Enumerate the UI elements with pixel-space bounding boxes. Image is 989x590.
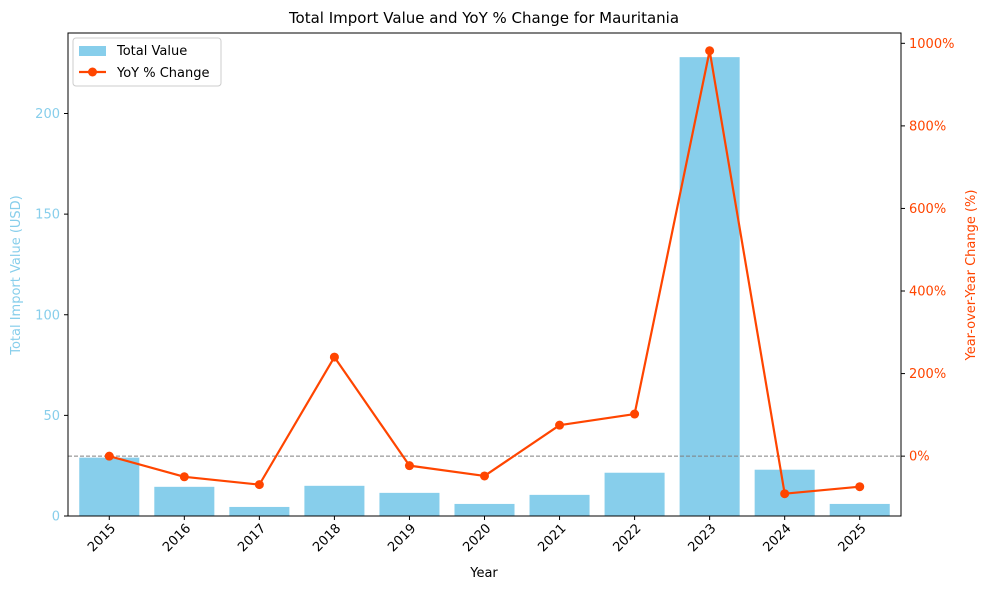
- legend-box: [72, 37, 222, 87]
- bar-2019: [379, 492, 440, 516]
- yoy-point-2022: [630, 409, 640, 419]
- y2-tick-label: 0%: [909, 450, 930, 465]
- yoy-point-2024: [780, 489, 790, 499]
- yoy-point-2023: [705, 46, 715, 56]
- legend: Total Value YoY % Change: [72, 37, 222, 87]
- yoy-point-2025: [855, 482, 865, 492]
- x-axis: 2015 2016 2017 2018 2019 2020 2021 2022 2023 2024…: [85, 516, 870, 555]
- y-axis-label: Total Import Value (USD): [9, 195, 24, 356]
- right-axis: 0% 200% 400% 600% 800% 1000%: [901, 37, 954, 465]
- bar-2021: [529, 494, 590, 516]
- bar-2018: [304, 485, 365, 516]
- chart-title: Total Import Value and YoY % Change for …: [288, 9, 679, 27]
- yoy-point-2020: [480, 471, 489, 481]
- bar-2016: [154, 486, 215, 516]
- yoy-point-2017: [254, 480, 264, 490]
- yoy-point-2016: [179, 472, 189, 482]
- yoy-point-2015: [104, 451, 114, 461]
- x-axis-label: Year: [469, 566, 498, 581]
- x-tick-label: 2021: [535, 521, 569, 555]
- x-tick-label: 2016: [160, 521, 194, 555]
- yoy-point-2018: [329, 352, 339, 362]
- y2-tick-label: 200%: [909, 367, 946, 382]
- x-tick-label: 2019: [385, 521, 419, 555]
- y2-tick-label: 1000%: [909, 37, 954, 52]
- x-tick-label: 2025: [836, 521, 870, 555]
- left-axis: 0 50 100 150 200: [35, 107, 68, 525]
- y-tick-label: 200: [35, 107, 60, 122]
- x-tick-label: 2017: [235, 521, 269, 555]
- yoy-point-2019: [404, 461, 414, 471]
- y-tick-label: 150: [35, 208, 60, 223]
- bar-2015: [79, 457, 140, 516]
- legend-swatch-total-value: [79, 46, 106, 56]
- x-tick-label: 2022: [610, 521, 644, 555]
- bar-2023: [679, 57, 740, 517]
- bar-2020: [454, 503, 515, 516]
- yoy-point-2021: [555, 420, 565, 430]
- x-tick-label: 2023: [685, 521, 719, 555]
- x-tick-label: 2018: [310, 521, 344, 555]
- y-tick-label: 50: [43, 409, 60, 424]
- bar-2022: [604, 472, 665, 516]
- x-tick-label: 2020: [460, 521, 494, 555]
- y2-tick-label: 600%: [909, 202, 946, 217]
- x-tick-label: 2024: [761, 521, 795, 555]
- bar-2025: [829, 503, 890, 516]
- y2-tick-label: 800%: [909, 119, 946, 134]
- y-tick-label: 0: [52, 510, 60, 525]
- legend-label-yoy: YoY % Change: [116, 66, 210, 81]
- y-tick-label: 100: [35, 308, 60, 323]
- y2-tick-label: 400%: [909, 285, 946, 300]
- line-series: [104, 46, 865, 499]
- yoy-line: [108, 49, 860, 495]
- bar-2017: [229, 506, 290, 516]
- legend-swatch-yoy-marker: [88, 67, 97, 77]
- plot-frame: [67, 32, 902, 517]
- x-tick-label: 2015: [85, 521, 119, 555]
- legend-label-total-value: Total Value: [116, 44, 187, 59]
- y2-axis-label: Year-over-Year Change (%): [964, 190, 979, 362]
- bar-series: [79, 57, 890, 517]
